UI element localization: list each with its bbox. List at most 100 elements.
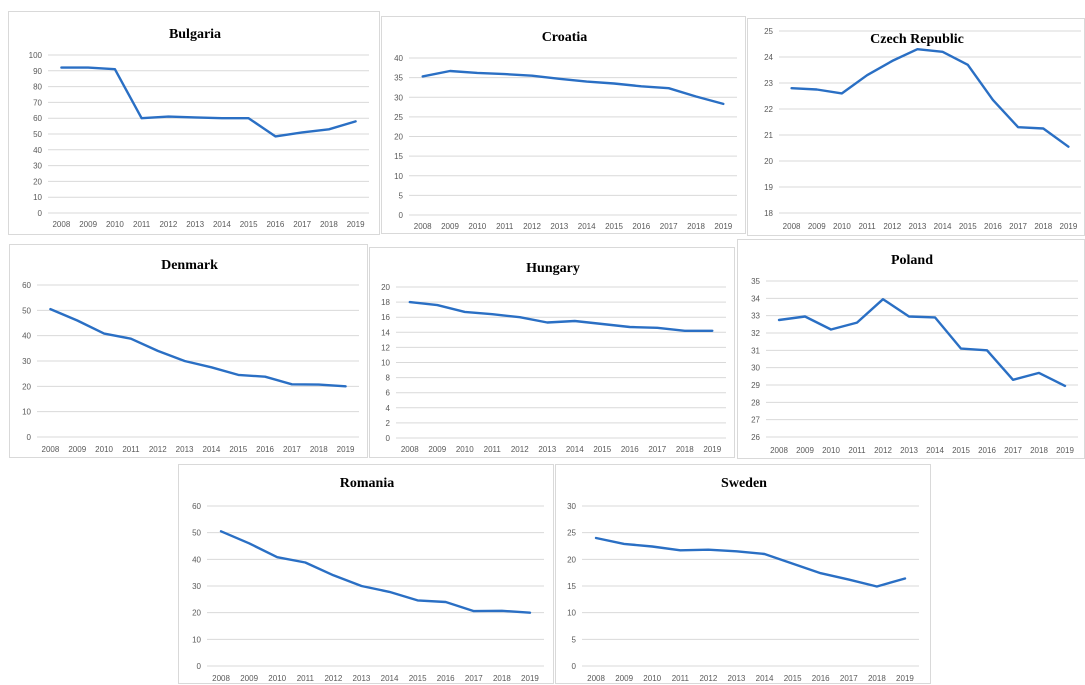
y-tick-label: 40 (33, 146, 42, 155)
y-tick-label: 40 (394, 54, 403, 63)
x-tick-label: 2017 (465, 674, 483, 683)
x-tick-label: 2018 (493, 674, 511, 683)
x-tick-label: 2017 (840, 674, 858, 683)
y-tick-label: 32 (751, 329, 760, 338)
y-tick-label: 10 (394, 172, 403, 181)
y-tick-label: 22 (764, 105, 773, 114)
x-tick-label: 2010 (833, 222, 851, 231)
x-tick-label: 2017 (283, 445, 301, 454)
x-tick-label: 2011 (858, 222, 876, 231)
y-tick-label: 50 (22, 306, 31, 315)
chart-title: Hungary (526, 261, 580, 276)
y-tick-label: 15 (567, 582, 576, 591)
x-tick-label: 2018 (1030, 446, 1048, 455)
y-tick-label: 35 (394, 74, 403, 83)
chart-panel-croatia: Croatia 0 5 10 15 20 25 30 35 40 2008 2009 2010 2011 2… (381, 16, 746, 234)
y-tick-label: 16 (381, 313, 390, 322)
y-tick-label: 50 (192, 529, 201, 538)
chart-svg-bulgaria: Bulgaria 0 10 20 30 40 50 60 70 80 90 100 2008 2009 20… (29, 27, 369, 229)
x-tick-label: 2008 (414, 222, 432, 231)
series-line (594, 536, 907, 588)
y-tick-label: 10 (567, 609, 576, 618)
series-line (49, 307, 347, 388)
x-tick-label: 2017 (660, 222, 678, 231)
series-line (421, 69, 725, 106)
y-tick-label: 60 (33, 114, 42, 123)
x-tick-label: 2009 (240, 674, 258, 683)
x-tick-label: 2010 (268, 674, 286, 683)
x-tick-label: 2010 (468, 222, 486, 231)
x-tick-label: 2012 (874, 446, 892, 455)
x-tick-label: 2018 (310, 445, 328, 454)
x-tick-label: 2012 (699, 674, 717, 683)
x-tick-label: 2013 (353, 674, 371, 683)
chart-title: Croatia (542, 30, 588, 45)
y-tick-label: 21 (764, 131, 773, 140)
x-tick-label: 2011 (484, 445, 502, 454)
y-tick-label: 0 (386, 434, 391, 443)
chart-title: Sweden (721, 476, 767, 491)
y-tick-label: 20 (381, 283, 390, 292)
x-tick-label: 2010 (643, 674, 661, 683)
x-tick-label: 2011 (848, 446, 866, 455)
x-tick-label: 2015 (593, 445, 611, 454)
x-tick-label: 2015 (959, 222, 977, 231)
y-tick-label: 90 (33, 67, 42, 76)
y-tick-label: 20 (192, 609, 201, 618)
x-tick-label: 2015 (952, 446, 970, 455)
x-tick-label: 2018 (868, 674, 886, 683)
x-tick-label: 2009 (79, 220, 97, 229)
x-tick-label: 2008 (212, 674, 230, 683)
chart-panel-sweden: Sweden 0 5 10 15 20 25 30 2008 2009 2010 2011 2012 20… (555, 464, 931, 684)
y-tick-label: 60 (22, 281, 31, 290)
x-tick-label: 2009 (428, 445, 446, 454)
chart-title: Poland (891, 253, 933, 268)
x-tick-label: 2008 (401, 445, 419, 454)
x-tick-label: 2009 (615, 674, 633, 683)
y-tick-label: 34 (751, 294, 760, 303)
y-tick-label: 27 (751, 416, 760, 425)
chart-svg-czech-republic: Czech Republic 18 19 20 21 22 23 24 25 2008 2009 20… (764, 27, 1081, 231)
x-tick-label: 2013 (176, 445, 194, 454)
y-tick-label: 8 (386, 374, 391, 383)
y-tick-label: 20 (764, 157, 773, 166)
x-tick-label: 2018 (1034, 222, 1052, 231)
chart-panel-poland: Poland 26 27 28 29 30 31 32 33 34 35 2008 2009 2010 20… (737, 239, 1085, 459)
y-tick-label: 30 (567, 502, 576, 511)
x-tick-label: 2010 (822, 446, 840, 455)
y-tick-label: 10 (381, 359, 390, 368)
y-tick-label: 10 (33, 193, 42, 202)
y-tick-label: 26 (751, 433, 760, 442)
x-tick-label: 2014 (926, 446, 944, 455)
x-tick-label: 2009 (68, 445, 86, 454)
x-tick-label: 2012 (324, 674, 342, 683)
y-tick-label: 20 (33, 177, 42, 186)
x-tick-label: 2017 (648, 445, 666, 454)
x-tick-label: 2015 (409, 674, 427, 683)
x-tick-label: 2016 (437, 674, 455, 683)
y-tick-label: 10 (192, 635, 201, 644)
y-tick-label: 18 (764, 209, 773, 218)
x-tick-label: 2014 (213, 220, 231, 229)
x-tick-label: 2011 (133, 220, 151, 229)
y-tick-label: 33 (751, 312, 760, 321)
chart-panel-denmark: Denmark 0 10 20 30 40 50 60 2008 2009 2010 2011 2012… (9, 244, 368, 458)
chart-svg-croatia: Croatia 0 5 10 15 20 25 30 35 40 2008 2009 2010 2011 2… (394, 30, 737, 231)
chart-title: Denmark (161, 258, 218, 273)
x-tick-label: 2010 (106, 220, 124, 229)
series-line (777, 298, 1067, 388)
x-tick-label: 2017 (293, 220, 311, 229)
x-tick-label: 2012 (149, 445, 167, 454)
x-tick-label: 2013 (900, 446, 918, 455)
x-tick-label: 2011 (672, 674, 690, 683)
chart-panel-hungary: Hungary 0 2 4 6 8 10 12 14 16 18 20 2008 2009 2010 2011… (369, 247, 735, 458)
y-tick-label: 50 (33, 130, 42, 139)
y-tick-label: 20 (22, 382, 31, 391)
x-tick-label: 2010 (456, 445, 474, 454)
x-tick-label: 2016 (266, 220, 284, 229)
x-tick-label: 2008 (42, 445, 60, 454)
x-tick-label: 2009 (808, 222, 826, 231)
x-tick-label: 2009 (796, 446, 814, 455)
x-tick-label: 2012 (159, 220, 177, 229)
y-tick-label: 25 (764, 27, 773, 36)
